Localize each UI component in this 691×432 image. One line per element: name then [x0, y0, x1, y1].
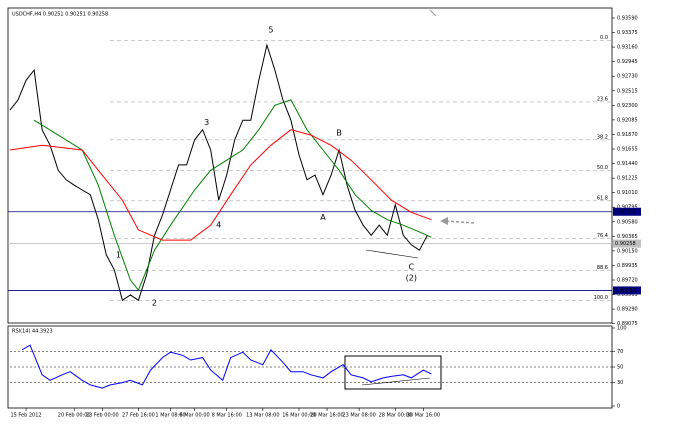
y-tick-label: 0.91010 — [617, 190, 638, 196]
y-tick-label: 0.91655 — [617, 146, 638, 152]
y-tick-label: 0.91870 — [617, 132, 638, 138]
wave-label: 1 — [116, 250, 121, 259]
x-tick-label: 20 Feb 00:00 — [58, 413, 91, 419]
y-tick-label: 0.92085 — [617, 117, 638, 123]
x-tick-label: 1 Mar 08:00 — [155, 413, 185, 419]
y-tick-label: 0.93590 — [617, 16, 638, 22]
wave-label: C — [409, 263, 415, 272]
fib-label: 76.4 — [597, 233, 608, 239]
y-tick-label: 0.92515 — [617, 88, 638, 94]
x-tick-label: 15 Feb 2012 — [10, 413, 41, 419]
x-tick-label: 20 Mar 16:00 — [310, 413, 343, 419]
arrow-head — [440, 217, 448, 225]
y-tick-label: 30 — [617, 380, 623, 386]
y-tick-label: 0.90150 — [617, 248, 638, 254]
highlight-box — [344, 355, 442, 390]
x-tick-label: 30 Mar 16:00 — [407, 413, 440, 419]
wave-label: 5 — [268, 26, 273, 35]
fib-label: 88.6 — [597, 265, 608, 271]
fib-label: 0.0 — [600, 35, 608, 41]
x-tick-label: 6 Mar 00:00 — [180, 413, 210, 419]
fib-label: 38.2 — [597, 134, 608, 140]
wave-label: B — [336, 129, 342, 138]
price-box — [613, 286, 641, 295]
x-tick-label: 23 Feb 00:00 — [86, 413, 119, 419]
price-box — [613, 239, 641, 248]
x-tick-label: 16 Mar 00:00 — [282, 413, 315, 419]
y-tick-label: 0.92945 — [617, 59, 638, 65]
shift-marker — [429, 9, 437, 17]
price-label: 0.90728 — [615, 209, 636, 215]
y-tick-label: 0.91440 — [617, 161, 638, 167]
y-tick-label: 50 — [617, 365, 623, 371]
price-label: 0.89566 — [615, 288, 636, 294]
chart-title: USDCHF,H4 0.90251 0.90251 0.90258 — [12, 12, 108, 18]
x-tick-label: 27 Feb 16:00 — [122, 413, 155, 419]
wave-label: A — [320, 213, 326, 222]
main-frame — [7, 7, 613, 324]
y-tick-label: 0.89935 — [617, 263, 638, 269]
y-tick-label: 0.90580 — [617, 219, 638, 225]
trend-line — [365, 249, 419, 259]
rsi-title: RSI(14) 44.3923 — [12, 329, 53, 335]
fib-label: 23.6 — [597, 96, 608, 102]
y-tick-label: 70 — [617, 349, 623, 355]
x-tick-label: 23 Mar 08:00 — [342, 413, 375, 419]
wave-label: 3 — [204, 118, 209, 127]
y-tick-label: 0 — [617, 404, 620, 410]
wave-label: (2) — [406, 273, 417, 282]
y-tick-label: 0.92300 — [617, 103, 638, 109]
series-line — [9, 43, 428, 302]
series-line — [21, 344, 432, 389]
x-tick-label: 28 Mar 00:00 — [379, 413, 412, 419]
y-tick-label: 0.92730 — [617, 74, 638, 80]
price-box — [613, 207, 641, 216]
y-tick-label: 0.89290 — [617, 307, 638, 313]
y-tick-label: 0.90365 — [617, 234, 638, 240]
y-tick-label: 0.89720 — [617, 277, 638, 283]
fib-label: 100.0 — [594, 295, 608, 301]
series-line — [9, 129, 432, 241]
wave-label: 2 — [152, 299, 157, 308]
x-tick-label: 13 Mar 08:00 — [246, 413, 279, 419]
fib-label: 50.0 — [597, 165, 608, 171]
rsi-trend-line — [361, 377, 431, 386]
y-tick-label: 100 — [617, 326, 627, 332]
series-line — [33, 99, 432, 292]
y-tick-label: 0.89075 — [617, 321, 638, 327]
y-tick-label: 0.91225 — [617, 176, 638, 182]
y-tick-label: 0.93375 — [617, 30, 638, 36]
price-label: 0.90258 — [615, 241, 636, 247]
y-tick-label: 0.90795 — [617, 205, 638, 211]
arrow — [445, 220, 475, 224]
fib-label: 61.8 — [597, 195, 608, 201]
y-tick-label: 0.93160 — [617, 45, 638, 51]
wave-label: 4 — [216, 221, 221, 230]
y-tick-label: 0.89505 — [617, 292, 638, 298]
x-tick-label: 8 Mar 16:00 — [212, 413, 242, 419]
